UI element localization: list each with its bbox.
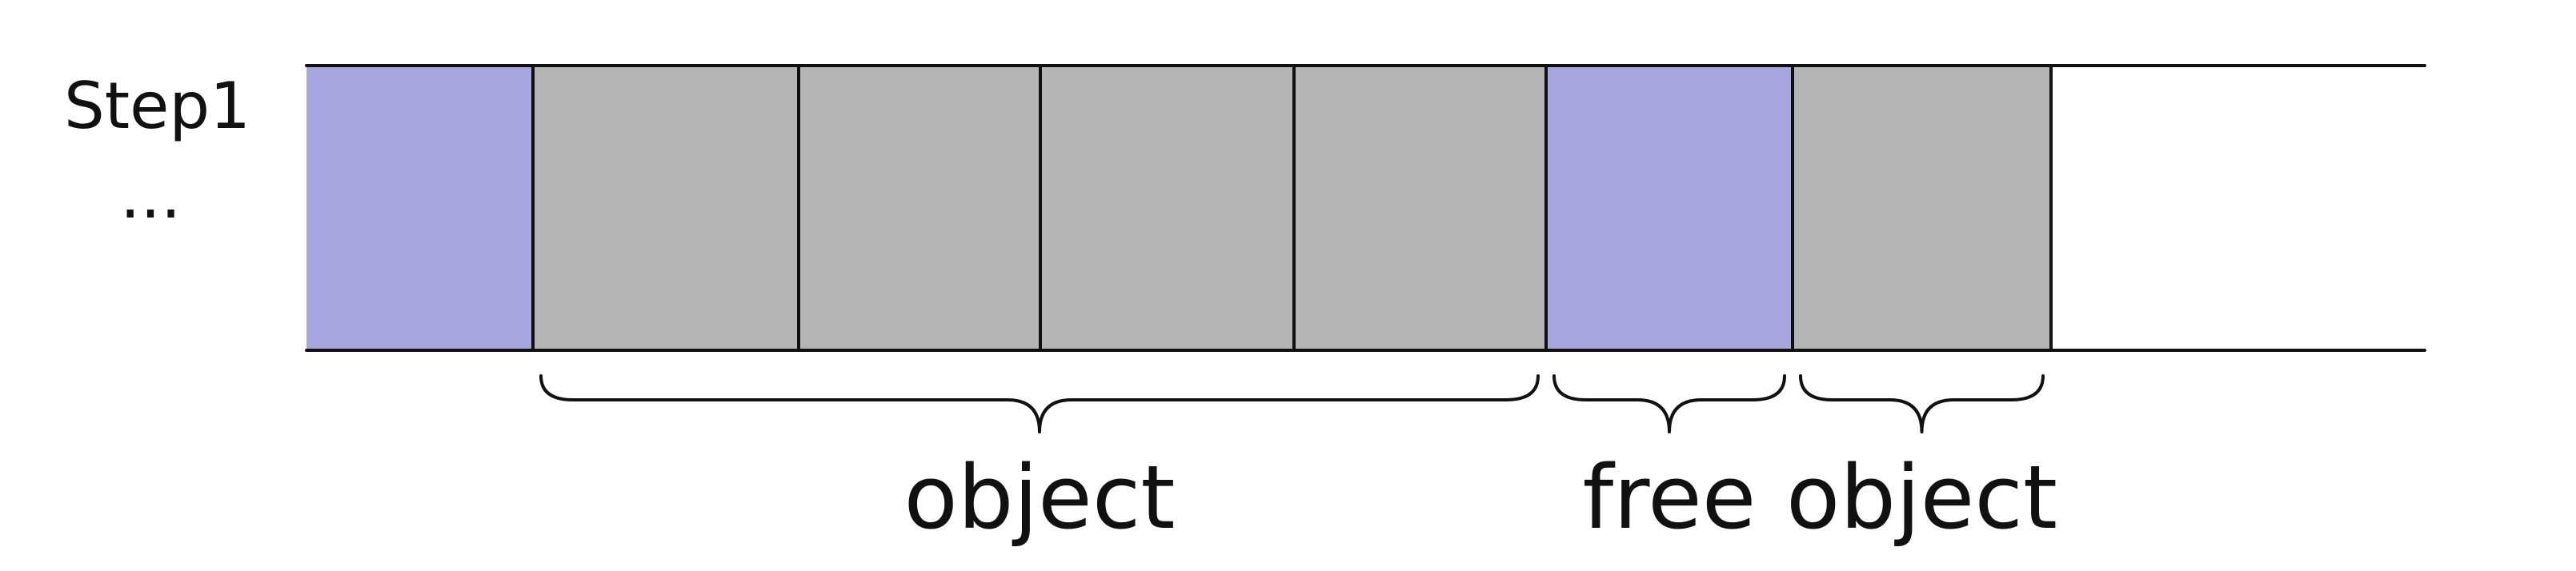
memory-cell-object bbox=[533, 66, 799, 350]
object-brace bbox=[539, 374, 1540, 433]
brace-annotations: object free object bbox=[539, 374, 2057, 549]
step-label: Step1 bbox=[64, 69, 250, 143]
memory-strip bbox=[306, 64, 2425, 352]
memory-cell-empty bbox=[2051, 66, 2425, 350]
object-brace-second bbox=[1799, 374, 2045, 433]
free-brace-label: free bbox=[1583, 446, 1757, 549]
memory-cell-object bbox=[1294, 66, 1546, 350]
free-brace bbox=[1552, 374, 1786, 433]
ellipsis-label: ... bbox=[120, 158, 181, 233]
memory-cell-object bbox=[1040, 66, 1294, 350]
memory-cell-free bbox=[1546, 66, 1793, 350]
object-brace-label: object bbox=[904, 446, 1176, 549]
memory-cell-object bbox=[1793, 66, 2051, 350]
memory-cell-object bbox=[799, 66, 1040, 350]
memory-cell-free bbox=[306, 66, 533, 350]
object-brace-second-label: object bbox=[1786, 446, 2057, 549]
